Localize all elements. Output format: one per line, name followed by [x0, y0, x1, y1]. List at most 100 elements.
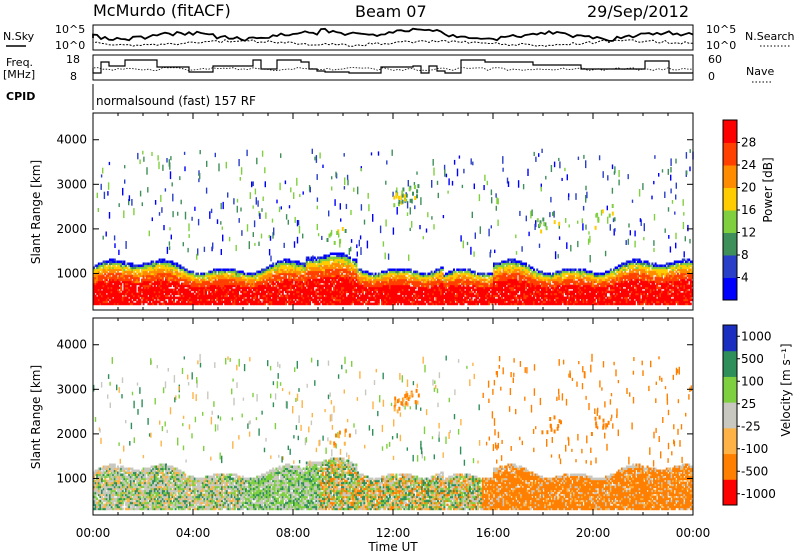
data-cell — [171, 282, 174, 286]
data-cell — [200, 296, 203, 300]
data-cell — [249, 290, 252, 294]
data-cell — [126, 300, 129, 304]
data-cell — [278, 300, 281, 304]
data-cell — [134, 276, 137, 280]
data-cell — [304, 280, 307, 284]
data-cell — [267, 302, 270, 306]
data-cell — [141, 264, 143, 268]
data-cell — [254, 298, 257, 302]
data-cell — [243, 296, 246, 300]
data-cell — [150, 288, 153, 292]
data-cell — [165, 282, 167, 286]
data-cell — [150, 268, 153, 272]
data-cell — [296, 260, 299, 264]
data-cell — [299, 262, 302, 266]
data-cell — [277, 272, 279, 276]
data-cell — [187, 294, 190, 298]
data-cell — [248, 282, 251, 286]
data-cell — [104, 292, 107, 296]
data-cell — [208, 296, 211, 300]
data-cell — [275, 300, 278, 304]
data-cell — [213, 268, 215, 272]
data-cell — [142, 288, 145, 292]
data-cell — [264, 296, 267, 300]
data-cell — [93, 270, 95, 274]
data-cell — [205, 274, 207, 278]
data-cell — [265, 294, 268, 298]
data-cell — [192, 302, 195, 306]
data-cell — [144, 300, 147, 304]
data-cell — [157, 296, 159, 300]
data-cell — [145, 290, 148, 294]
data-cell — [131, 262, 134, 266]
data-cell — [219, 276, 222, 280]
data-cell — [259, 276, 262, 280]
data-cell — [269, 288, 271, 292]
data-cell — [256, 296, 259, 300]
data-cell — [217, 272, 220, 276]
data-cell — [313, 262, 316, 266]
data-cell — [312, 280, 315, 284]
data-cell — [325, 272, 327, 276]
data-cell — [184, 272, 187, 276]
data-cell — [120, 286, 123, 290]
data-cell — [93, 286, 95, 290]
data-cell — [195, 296, 198, 300]
data-cell — [171, 274, 174, 278]
data-cell — [297, 278, 300, 282]
data-cell — [313, 280, 316, 284]
data-cell — [125, 264, 127, 268]
data-cell — [107, 294, 110, 298]
data-cell — [222, 278, 225, 282]
data-cell — [307, 256, 310, 260]
data-cell — [102, 264, 105, 268]
data-cell — [224, 288, 227, 292]
data-cell — [261, 296, 263, 300]
data-cell — [277, 300, 279, 304]
data-cell — [160, 264, 163, 268]
data-cell — [304, 264, 307, 268]
data-cell — [125, 282, 127, 286]
data-cell — [333, 262, 335, 266]
data-cell — [118, 278, 121, 282]
data-cell — [176, 282, 179, 286]
data-cell — [245, 292, 247, 296]
data-cell — [310, 298, 313, 302]
data-cell — [149, 290, 151, 294]
data-cell — [189, 284, 191, 288]
data-cell — [331, 296, 334, 300]
data-cell — [96, 268, 99, 272]
data-cell — [158, 294, 161, 298]
data-cell — [160, 258, 163, 262]
data-cell — [329, 296, 332, 300]
data-cell — [272, 280, 275, 284]
data-cell — [219, 290, 222, 294]
data-cell — [147, 262, 150, 266]
data-cell — [105, 302, 108, 306]
data-cell — [171, 268, 174, 272]
data-cell — [265, 266, 268, 270]
data-cell — [246, 298, 249, 302]
data-cell — [307, 282, 310, 286]
data-cell — [169, 296, 172, 300]
data-cell — [184, 298, 187, 302]
data-cell — [99, 282, 102, 286]
data-cell — [136, 282, 139, 286]
data-cell — [153, 274, 156, 278]
data-cell — [198, 298, 201, 302]
data-cell — [150, 294, 153, 298]
data-cell — [136, 292, 139, 296]
data-cell — [241, 276, 244, 280]
data-cell — [233, 272, 236, 276]
data-cell — [312, 292, 315, 296]
data-cell — [150, 278, 153, 282]
data-cell — [113, 270, 116, 274]
data-cell — [214, 294, 217, 298]
data-cell — [134, 302, 137, 306]
data-cell — [224, 296, 227, 300]
data-cell — [328, 256, 331, 260]
data-cell — [193, 298, 196, 302]
data-cell — [299, 272, 302, 276]
data-cell — [267, 266, 270, 270]
data-cell — [174, 280, 177, 284]
